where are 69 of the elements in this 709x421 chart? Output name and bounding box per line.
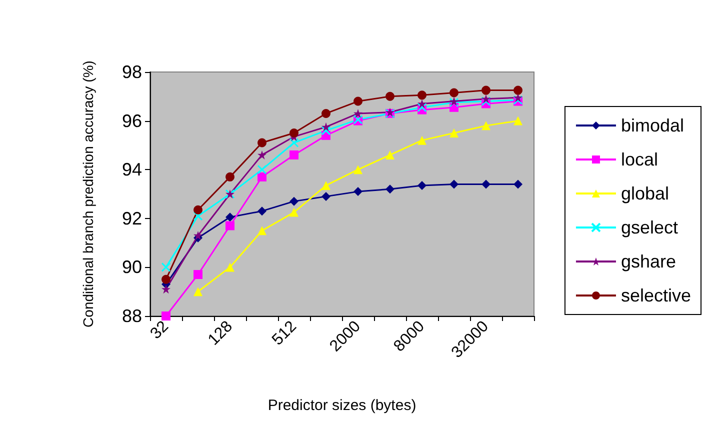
point bbox=[162, 284, 170, 294]
point bbox=[257, 164, 267, 174]
point bbox=[386, 92, 394, 101]
point bbox=[194, 287, 202, 296]
point bbox=[194, 270, 202, 280]
point bbox=[194, 230, 202, 240]
legend-label: gshare bbox=[620, 252, 676, 272]
legend-label: global bbox=[620, 184, 670, 204]
point bbox=[290, 150, 298, 160]
x-axis-title: Predictor sizes (bytes) bbox=[268, 397, 416, 414]
legend-label: gselect bbox=[620, 218, 678, 238]
legend-label: bimodal bbox=[620, 116, 684, 136]
point bbox=[514, 180, 522, 189]
point bbox=[450, 88, 458, 98]
point bbox=[258, 138, 266, 148]
point bbox=[514, 86, 522, 95]
point bbox=[322, 180, 330, 190]
point bbox=[418, 99, 426, 108]
point bbox=[514, 116, 522, 126]
point bbox=[354, 108, 362, 118]
point bbox=[226, 212, 234, 222]
y-tick-label: 96 bbox=[122, 110, 142, 131]
point bbox=[418, 136, 426, 145]
point bbox=[193, 211, 203, 221]
point bbox=[258, 206, 266, 216]
point bbox=[161, 262, 171, 272]
point bbox=[322, 108, 330, 118]
point bbox=[289, 138, 299, 148]
point bbox=[482, 94, 490, 104]
point bbox=[450, 128, 458, 138]
point bbox=[321, 126, 331, 136]
point bbox=[226, 221, 234, 230]
y-tick-label: 90 bbox=[122, 257, 142, 278]
point bbox=[226, 172, 234, 182]
y-tick-label: 94 bbox=[122, 160, 142, 180]
point bbox=[386, 184, 394, 194]
point bbox=[322, 192, 330, 201]
point bbox=[482, 86, 490, 95]
y-tick-label: 92 bbox=[122, 208, 142, 228]
point bbox=[290, 128, 298, 138]
point bbox=[386, 150, 394, 160]
point bbox=[258, 150, 266, 160]
point bbox=[290, 196, 298, 206]
x-tick-label: 512 bbox=[269, 318, 300, 349]
point bbox=[258, 172, 266, 182]
point bbox=[162, 312, 170, 320]
y-tick-label: 88 bbox=[122, 306, 142, 326]
point bbox=[322, 122, 330, 132]
y-tick-label: 98 bbox=[122, 62, 142, 82]
point bbox=[482, 180, 490, 189]
point bbox=[354, 96, 362, 106]
point bbox=[226, 262, 234, 272]
point bbox=[417, 102, 427, 112]
legend-label: local bbox=[620, 150, 658, 170]
point bbox=[354, 165, 362, 174]
point bbox=[481, 96, 491, 106]
point bbox=[354, 187, 362, 196]
legend-label: selective bbox=[620, 286, 691, 306]
point bbox=[450, 180, 458, 189]
point bbox=[162, 274, 170, 284]
point bbox=[418, 180, 426, 190]
point bbox=[482, 121, 490, 130]
point bbox=[194, 205, 202, 214]
point bbox=[258, 226, 266, 236]
x-tick-label: 128 bbox=[205, 318, 236, 349]
point bbox=[290, 208, 298, 217]
y-axis-title: Conditional branch prediction accuracy (%) bbox=[80, 60, 96, 328]
point bbox=[418, 90, 426, 100]
x-tick-label: 32 bbox=[147, 318, 172, 343]
